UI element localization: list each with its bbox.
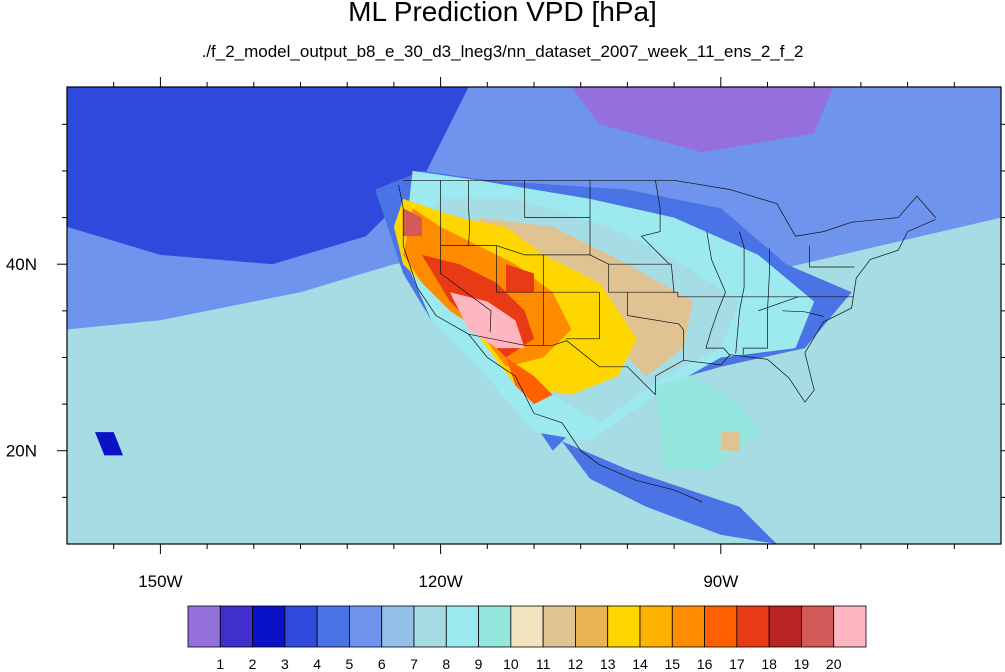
border-line-10 [565,292,600,340]
colorbar-swatch [510,605,544,648]
axis-ticks: 150W 120W 90W 40N 20N [6,77,1005,591]
colorbar-swatch [639,605,673,648]
border-line-2 [398,184,703,503]
border-line-20 [782,310,824,317]
vpd-contour-18 [95,432,123,456]
colorbar-label: 14 [632,656,648,672]
colorbar-swatch [381,605,415,648]
border-line-17 [742,248,770,355]
x-tick-label: 120W [418,572,462,591]
colorbar-label: 2 [249,656,257,672]
colorbar-label: 16 [697,656,713,672]
colorbar-swatch [219,605,253,648]
colorbar-label: 11 [536,656,551,672]
colorbar-label: 12 [568,656,584,672]
colorbar-swatch [736,605,770,648]
colorbar-swatch [316,605,350,648]
colorbar-label: 17 [729,656,745,672]
vpd-contour-2 [67,87,469,265]
border-line-14 [627,292,684,361]
colorbar-swatch [542,605,576,648]
vpd-contour-17 [720,432,740,451]
colorbar-swatch [445,605,479,648]
border-line-7 [440,245,492,333]
colorbar-swatch [284,605,318,648]
colorbar-swatch [349,605,383,648]
border-line-15 [705,231,731,356]
colorbar-swatch [833,605,867,648]
border-line-3 [655,219,936,403]
colorbar-label: 9 [475,656,483,672]
vpd-contour-14 [506,264,534,293]
colorbar-swatch [413,605,447,648]
colorbar-label: 15 [664,656,680,672]
border-line-16 [735,231,745,354]
colorbar-label: 19 [794,656,810,672]
x-tick-label: 150W [138,572,182,591]
colorbar-swatch [187,605,221,648]
border-line-13 [608,263,675,294]
colorbar-swatch [575,605,609,648]
colorbar-swatch [478,605,512,648]
border-line-19 [758,296,799,312]
vpd-contour-3 [571,87,833,153]
vpd-contour-16 [562,441,777,544]
colorbar-label: 4 [313,656,321,672]
border-line-18 [809,245,855,268]
colorbar-label: 8 [442,656,450,672]
vpd-field [67,87,1001,544]
colorbar-label: 20 [826,656,842,672]
colorbar: 1 2 3 4 5 6 7 8 9 10 11 12 13 14 15 16 17 18 19 20 [187,605,867,672]
y-tick-label: 40N [6,255,37,274]
vpd-contour-12 [506,357,553,405]
colorbar-label: 3 [281,656,289,672]
x-tick-label: 90W [703,572,738,591]
colorbar-label: 13 [600,656,616,672]
colorbar-swatch [801,605,835,648]
colorbar-label: 18 [761,656,777,672]
border-line-0 [403,179,936,237]
border-line-8 [496,245,600,293]
chart-subtitle: ./f_2_model_output_b8_e_30_d3_lneg3/nn_d… [201,42,804,61]
colorbar-label: 5 [346,656,354,672]
vpd-contour-11 [449,292,525,349]
border-line-1 [468,333,656,396]
border-line-5 [468,180,470,246]
colorbar-swatch [252,605,286,648]
colorbar-label: 10 [503,656,519,672]
colorbar-label: 1 [216,656,224,672]
chart-title: ML Prediction VPD [hPa] [348,0,657,27]
state-borders [398,179,936,503]
vpd-contour-13 [403,208,422,237]
colorbar-swatch [671,605,705,648]
colorbar-swatch [768,605,802,648]
y-tick-label: 20N [6,442,37,461]
colorbar-swatch [607,605,641,648]
colorbar-label: 6 [378,656,386,672]
colorbar-swatch [704,605,738,648]
colorbar-label: 7 [410,656,418,672]
border-line-6 [524,180,591,218]
